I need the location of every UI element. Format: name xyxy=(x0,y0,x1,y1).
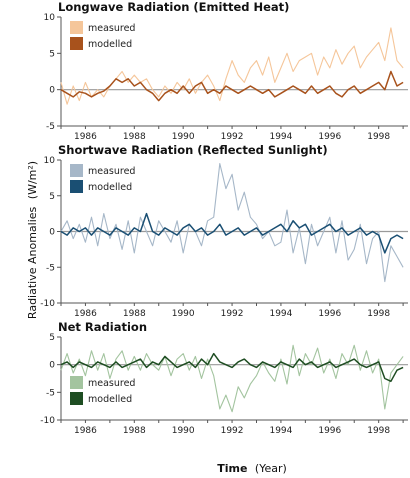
x-tick-label: 1992 xyxy=(221,309,244,319)
series-line-measured xyxy=(60,27,404,105)
series-line-modelled xyxy=(60,352,404,383)
y-tick-label: 0 xyxy=(49,228,55,238)
y-tick-label: -5 xyxy=(46,263,55,273)
y-tick-label: 5 xyxy=(49,192,55,202)
legend-label-modelled: modelled xyxy=(88,394,132,405)
x-axis-label: Time (Year) xyxy=(217,462,287,475)
x-tick-label: 1996 xyxy=(318,426,341,436)
legend-swatch-modelled xyxy=(70,392,83,405)
y-axis-label: Radiative Anomalies (W/m²) xyxy=(26,161,39,319)
legend-label-measured: measured xyxy=(88,23,135,34)
x-tick-label: 1988 xyxy=(123,309,146,319)
legend-label-modelled: modelled xyxy=(88,39,132,50)
legend-swatch-measured xyxy=(70,376,83,389)
series-line-measured xyxy=(60,163,404,283)
chart-panel-3: Net Radiation -10 -5 0 5 1986 1988 1990 1992 1994… xyxy=(40,320,408,436)
y-axis-label-text: Radiative Anomalies xyxy=(26,206,39,319)
legend-swatch-measured xyxy=(70,164,83,177)
x-tick-label: 1992 xyxy=(221,132,244,142)
x-tick-label: 1996 xyxy=(318,132,341,142)
legend-label-measured: measured xyxy=(88,378,135,389)
series-line-modelled xyxy=(60,70,404,102)
x-tick-label: 1986 xyxy=(74,426,97,436)
x-tick-label: 1988 xyxy=(123,132,146,142)
chart-panel-2: Shortwave Radiation (Reflected Sunlight)… xyxy=(40,143,408,319)
y-tick-label: 5 xyxy=(49,333,55,343)
x-tick-label: 1998 xyxy=(367,426,390,436)
x-tick-label: 1990 xyxy=(172,132,195,142)
legend-swatch-modelled xyxy=(70,37,83,50)
x-tick-label: 1994 xyxy=(269,132,292,142)
y-axis-label-unit: (W/m²) xyxy=(26,161,39,199)
y-tick-label: -5 xyxy=(46,388,55,398)
x-tick-label: 1994 xyxy=(269,426,292,436)
x-axis-label-unit: (Year) xyxy=(255,462,287,475)
x-axis-label-main: Time xyxy=(217,462,247,475)
legend-swatch-measured xyxy=(70,21,83,34)
panel-title: Net Radiation xyxy=(58,320,147,334)
chart-panel-1: Longwave Radiation (Emitted Heat) -5 0 5 10 1… xyxy=(44,0,408,142)
y-tick-label: 10 xyxy=(44,13,56,23)
y-tick-label: 10 xyxy=(44,156,56,166)
x-tick-label: 1996 xyxy=(318,309,341,319)
x-tick-label: 1990 xyxy=(172,309,195,319)
x-tick-label: 1998 xyxy=(367,309,390,319)
legend-swatch-modelled xyxy=(70,180,83,193)
y-tick-label: -5 xyxy=(46,122,55,132)
legend-label-modelled: modelled xyxy=(88,182,132,193)
y-tick-label: 5 xyxy=(49,49,55,59)
x-tick-label: 1988 xyxy=(123,426,146,436)
series-line-measured xyxy=(60,344,404,413)
y-tick-label: -10 xyxy=(40,299,55,309)
panel-title: Longwave Radiation (Emitted Heat) xyxy=(58,0,289,14)
y-tick-label: 0 xyxy=(49,361,55,371)
legend-label-measured: measured xyxy=(88,166,135,177)
x-tick-label: 1998 xyxy=(367,132,390,142)
x-tick-label: 1986 xyxy=(74,132,97,142)
x-tick-label: 1994 xyxy=(269,309,292,319)
x-tick-label: 1986 xyxy=(74,309,97,319)
y-tick-label: -10 xyxy=(40,416,55,426)
x-tick-label: 1990 xyxy=(172,426,195,436)
y-tick-label: 0 xyxy=(49,86,55,96)
x-tick-label: 1992 xyxy=(221,426,244,436)
series-line-modelled xyxy=(60,212,404,254)
panel-title: Shortwave Radiation (Reflected Sunlight) xyxy=(58,143,328,157)
